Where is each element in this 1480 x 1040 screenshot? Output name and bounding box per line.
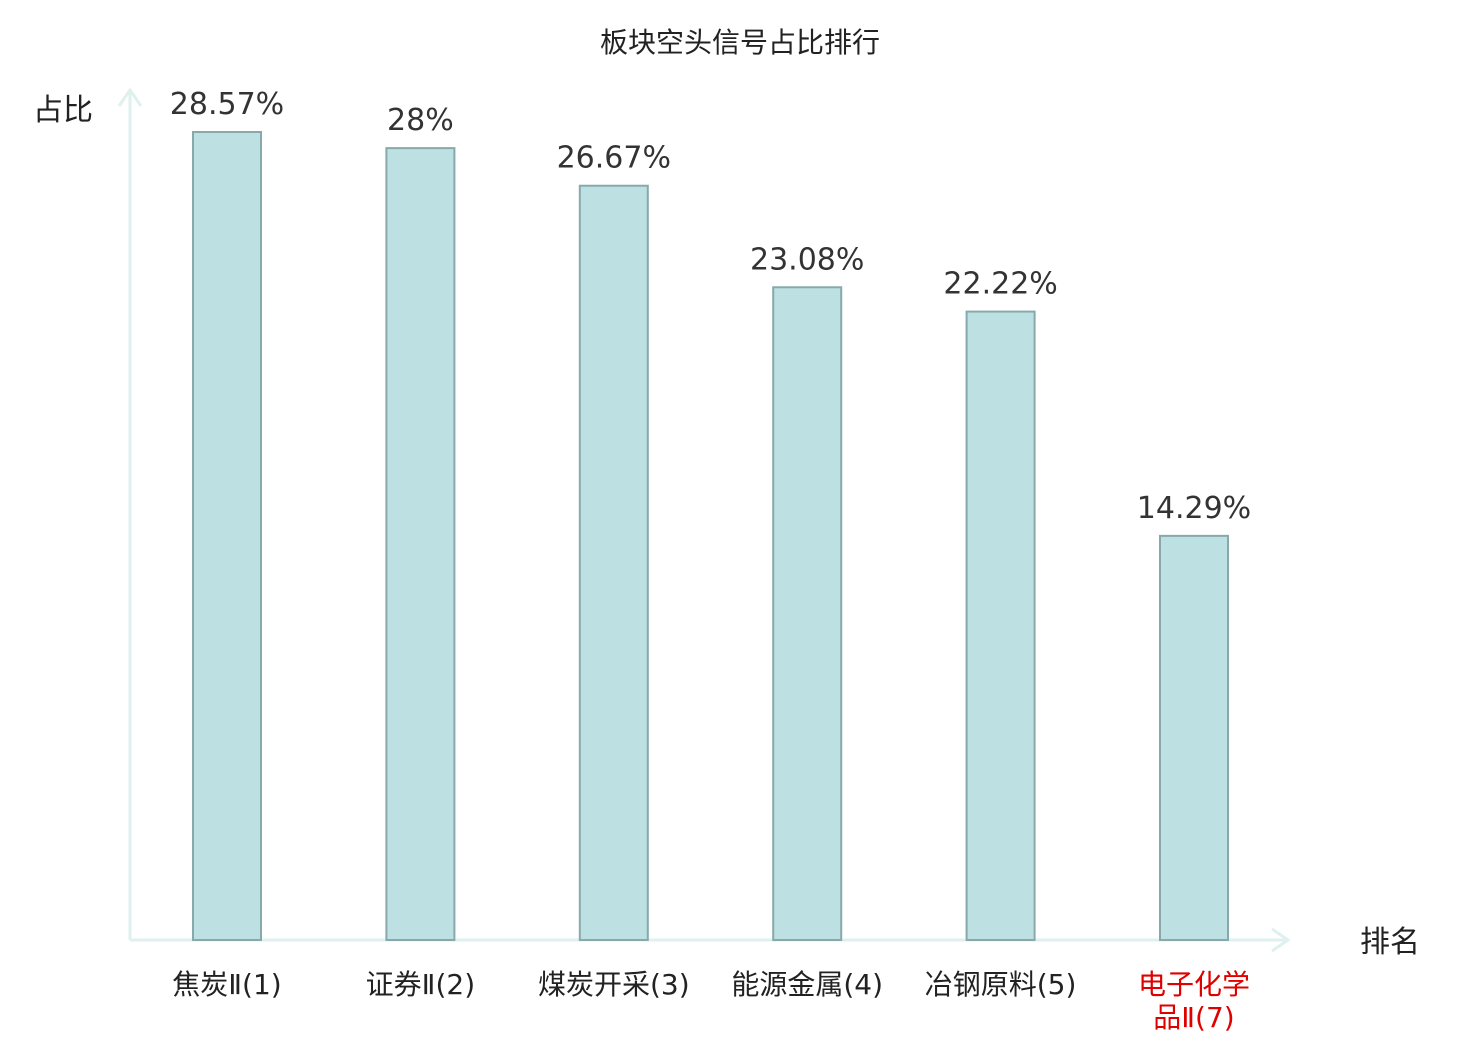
bar-value-label: 14.29% <box>1137 491 1251 526</box>
bar <box>385 147 456 941</box>
bar-value-label: 23.08% <box>750 242 864 277</box>
bar-series: 28.57% 焦炭Ⅱ(1) 28% 证券Ⅱ(2) 26.67% 煤炭开采(3) 23.08%… <box>170 87 1251 1034</box>
y-axis-arrow <box>117 87 143 107</box>
category-label: 冶钢原料(5) <box>925 968 1077 1001</box>
bar <box>1159 534 1229 941</box>
category-label: 证券Ⅱ(2) <box>366 968 475 1001</box>
chart-title: 板块空头信号占比排行 <box>600 26 880 59</box>
y-axis-label: 占比 <box>33 93 93 128</box>
bar-value-label: 28.57% <box>170 87 284 122</box>
x-axis-label: 排名 <box>1360 925 1420 960</box>
category-label: 煤炭开采(3) <box>538 968 690 1001</box>
x-axis-arrow <box>1271 927 1291 953</box>
bar-value-label: 28% <box>387 103 454 138</box>
bar <box>772 286 843 941</box>
bar-value-label: 22.22% <box>943 267 1057 302</box>
bar <box>192 131 262 941</box>
bar-value-label: 26.67% <box>557 141 671 176</box>
category-label: 焦炭Ⅱ(1) <box>172 968 281 1001</box>
category-label: 能源金属(4) <box>731 968 883 1001</box>
bar <box>578 184 649 941</box>
category-label: 电子化学 <box>1138 968 1250 1001</box>
category-label: 品Ⅱ(7) <box>1153 1001 1234 1034</box>
bar <box>965 310 1036 941</box>
